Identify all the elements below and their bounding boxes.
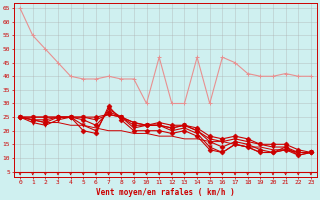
X-axis label: Vent moyen/en rafales ( km/h ): Vent moyen/en rafales ( km/h ) — [96, 188, 235, 197]
